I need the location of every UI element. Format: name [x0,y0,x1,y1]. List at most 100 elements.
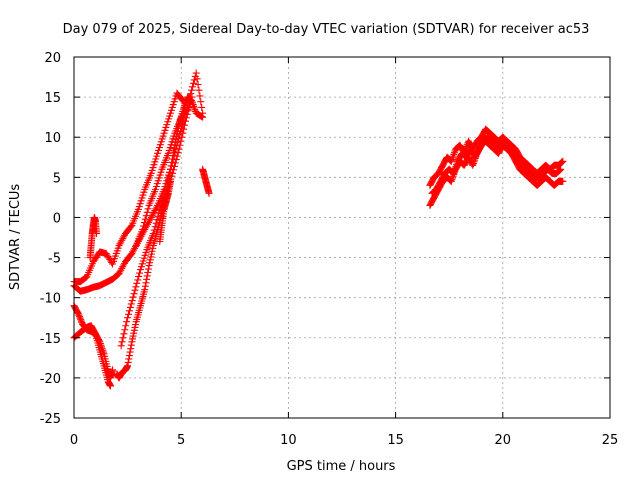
data-point [166,177,174,185]
data-point [199,113,207,121]
data-point [91,329,99,337]
data-point [559,157,567,165]
data-point [181,121,189,129]
data-point [192,69,200,77]
chart-title: Day 079 of 2025, Sidereal Day-to-day VTE… [63,22,590,37]
data-point [133,279,141,287]
data-point [190,102,198,110]
data-point [168,158,176,166]
data-point [76,314,84,322]
data-point [131,286,139,294]
series-track-13 [428,133,565,197]
data-point [151,223,159,231]
y-tick-label: 10 [44,131,61,146]
x-tick-label: 15 [387,433,404,448]
data-point [190,104,198,112]
data-point [93,229,101,237]
data-point [77,316,85,324]
data-point [144,265,152,273]
data-point [109,366,117,374]
data-point [142,279,150,287]
data-point [135,272,143,280]
data-point [452,162,460,170]
data-point [77,317,85,325]
data-point [124,358,132,366]
data-point [141,282,149,290]
data-point [141,286,149,294]
data-point [447,157,455,165]
x-tick-label: 20 [495,433,512,448]
data-point [143,275,151,283]
data-point [181,117,189,125]
data-point [171,159,179,167]
data-point [169,169,177,177]
data-point [195,86,203,94]
data-point [450,149,458,157]
data-point [181,102,189,110]
data-point [166,165,174,173]
data-point [559,177,567,185]
data-point [106,382,114,390]
y-tick-label: 15 [44,91,61,106]
data-point [188,93,196,101]
data-point [175,145,183,153]
data-point [184,105,192,113]
data-point [448,156,456,164]
data-point [187,90,195,98]
data-point [125,307,133,315]
data-point [152,219,160,227]
data-point [76,313,84,321]
data-point [177,137,185,145]
series-track-5 [70,322,114,390]
data-point [141,215,149,223]
data-point [120,330,128,338]
data-point [75,311,83,319]
x-tick-label: 5 [177,433,185,448]
data-point [127,345,135,353]
data-point [155,209,163,217]
y-tick-label: -20 [40,372,61,387]
data-point [149,229,157,237]
data-point [449,154,457,162]
y-tick-label: 0 [53,211,61,226]
data-point [186,100,194,108]
x-tick-label: 0 [70,433,78,448]
data-point [189,101,197,109]
data-point [557,165,565,173]
data-point [183,106,191,114]
data-point [174,149,182,157]
data-point [469,160,477,168]
data-point [74,310,82,318]
data-point [176,141,184,149]
data-point [153,216,161,224]
data-point [447,177,455,185]
y-tick-label: -5 [48,252,61,267]
y-axis-title: SDTVAR / TECUs [8,184,23,291]
series-track-7 [117,93,196,350]
data-point [182,98,190,106]
data-point [127,300,135,308]
series-track-8 [132,105,192,250]
data-point [127,341,135,349]
data-point [124,362,132,370]
data-point [187,97,195,105]
data-point [144,205,152,213]
data-point [170,162,178,170]
y-tick-label: -15 [40,332,61,347]
data-point [170,148,178,156]
data-point [188,86,196,94]
data-point [126,303,134,311]
y-tick-label: 20 [44,51,61,66]
data-point [451,164,459,172]
data-point [198,103,206,111]
data-point [205,189,213,197]
grid [74,57,610,418]
data-point [462,144,470,152]
data-point [450,168,458,176]
plot-frame [73,56,611,419]
data-point [189,79,197,87]
data-point [451,166,459,174]
data-point [132,283,140,291]
data-point [180,125,188,133]
data-point [139,225,147,233]
